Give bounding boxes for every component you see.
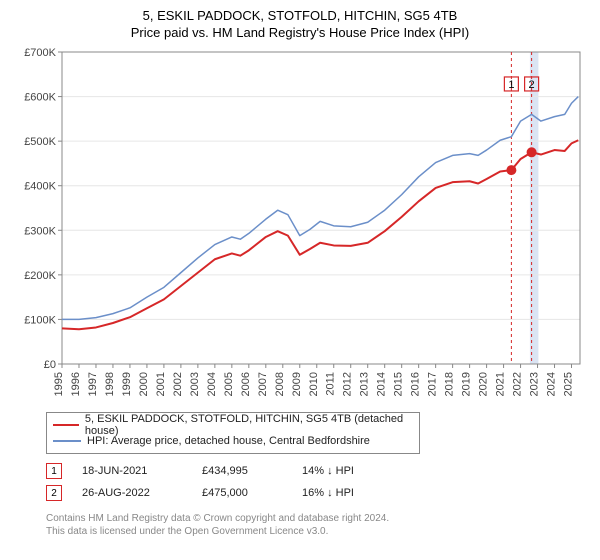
transaction-price: £434,995 <box>202 465 302 477</box>
svg-text:1998: 1998 <box>104 372 116 396</box>
svg-text:2015: 2015 <box>393 372 405 396</box>
transaction-delta: 14% ↓ HPI <box>302 465 402 477</box>
svg-text:2025: 2025 <box>563 372 575 396</box>
legend-label: 5, ESKIL PADDOCK, STOTFOLD, HITCHIN, SG5… <box>85 413 413 437</box>
chart-title-main: 5, ESKIL PADDOCK, STOTFOLD, HITCHIN, SG5… <box>8 8 592 23</box>
transaction-row: 2 26-AUG-2022£475,00016% ↓ HPI <box>46 482 592 504</box>
svg-text:2016: 2016 <box>410 372 422 396</box>
chart-titles: 5, ESKIL PADDOCK, STOTFOLD, HITCHIN, SG5… <box>8 8 592 40</box>
svg-text:£600K: £600K <box>24 92 56 104</box>
svg-text:2009: 2009 <box>291 372 303 396</box>
svg-text:2012: 2012 <box>342 372 354 396</box>
svg-text:2007: 2007 <box>257 372 269 396</box>
legend-label: HPI: Average price, detached house, Cent… <box>87 435 370 447</box>
svg-text:2019: 2019 <box>461 372 473 396</box>
svg-text:2011: 2011 <box>325 372 337 396</box>
legend-swatch <box>53 440 81 442</box>
svg-text:2002: 2002 <box>172 372 184 396</box>
svg-text:2004: 2004 <box>206 372 218 396</box>
svg-text:2: 2 <box>529 79 535 91</box>
svg-text:2017: 2017 <box>427 372 439 396</box>
svg-text:2008: 2008 <box>274 372 286 396</box>
svg-text:1999: 1999 <box>121 372 133 396</box>
svg-text:2018: 2018 <box>444 372 456 396</box>
transaction-price: £475,000 <box>202 487 302 499</box>
plot-svg: £0 £100K £200K £300K £400K £500K £600K £700K 199… <box>8 46 592 406</box>
svg-text:£500K: £500K <box>24 136 56 148</box>
legend: 5, ESKIL PADDOCK, STOTFOLD, HITCHIN, SG5… <box>46 412 420 454</box>
svg-text:1997: 1997 <box>87 372 99 396</box>
plot-area: £0 £100K £200K £300K £400K £500K £600K £700K 199… <box>8 46 592 406</box>
transaction-date: 18-JUN-2021 <box>82 465 202 477</box>
svg-text:2010: 2010 <box>308 372 320 396</box>
transaction-marker: 1 <box>46 463 62 479</box>
svg-text:£700K: £700K <box>24 47 56 59</box>
svg-text:2024: 2024 <box>546 372 558 396</box>
svg-text:2003: 2003 <box>189 372 201 396</box>
credits-line2: This data is licensed under the Open Gov… <box>46 525 592 538</box>
transaction-date: 26-AUG-2022 <box>82 487 202 499</box>
svg-text:2021: 2021 <box>495 372 507 396</box>
svg-text:2005: 2005 <box>223 372 235 396</box>
transaction-delta: 16% ↓ HPI <box>302 487 402 499</box>
svg-text:2014: 2014 <box>376 372 388 396</box>
credits-line1: Contains HM Land Registry data © Crown c… <box>46 512 592 525</box>
legend-row: HPI: Average price, detached house, Cent… <box>53 433 413 449</box>
chart-container: 5, ESKIL PADDOCK, STOTFOLD, HITCHIN, SG5… <box>0 0 600 546</box>
svg-text:2006: 2006 <box>240 372 252 396</box>
svg-text:1996: 1996 <box>70 372 82 396</box>
legend-swatch <box>53 424 79 426</box>
transaction-marker: 2 <box>46 485 62 501</box>
svg-text:2001: 2001 <box>155 372 167 396</box>
svg-text:2020: 2020 <box>478 372 490 396</box>
transactions-table: 1 18-JUN-2021£434,99514% ↓ HPI 2 26-AUG-202… <box>46 460 592 504</box>
svg-text:£0: £0 <box>44 359 56 371</box>
legend-row: 5, ESKIL PADDOCK, STOTFOLD, HITCHIN, SG5… <box>53 417 413 433</box>
transaction-row: 1 18-JUN-2021£434,99514% ↓ HPI <box>46 460 592 482</box>
svg-text:2023: 2023 <box>529 372 541 396</box>
svg-text:£100K: £100K <box>24 314 56 326</box>
svg-text:1995: 1995 <box>53 372 65 396</box>
svg-text:£200K: £200K <box>24 270 56 282</box>
chart-title-sub: Price paid vs. HM Land Registry's House … <box>8 25 592 40</box>
svg-text:£300K: £300K <box>24 225 56 237</box>
svg-text:2000: 2000 <box>138 372 150 396</box>
svg-text:£400K: £400K <box>24 181 56 193</box>
svg-text:2013: 2013 <box>359 372 371 396</box>
svg-text:1: 1 <box>508 79 514 91</box>
svg-text:2022: 2022 <box>512 372 524 396</box>
credits: Contains HM Land Registry data © Crown c… <box>46 512 592 538</box>
